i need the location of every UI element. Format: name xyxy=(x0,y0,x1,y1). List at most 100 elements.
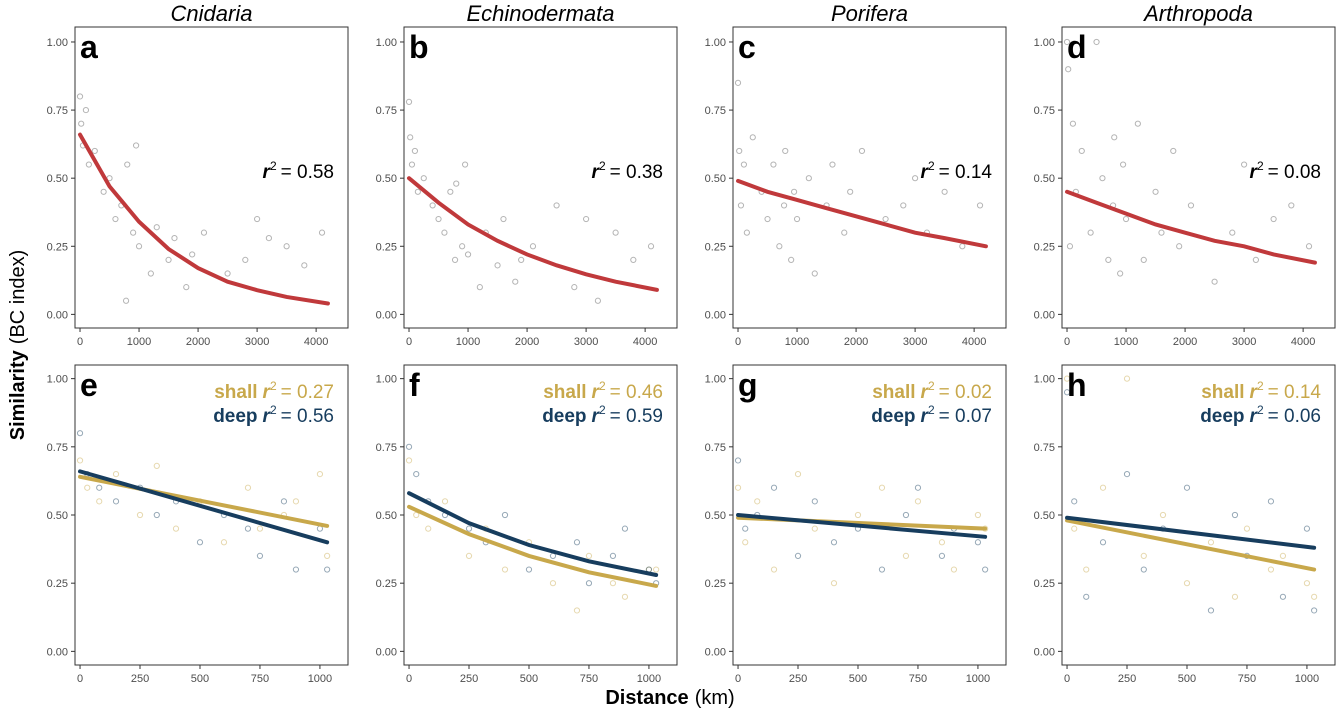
point xyxy=(1099,175,1106,182)
point xyxy=(451,256,459,264)
point xyxy=(742,539,749,546)
point xyxy=(112,470,120,478)
point xyxy=(1071,498,1078,505)
point xyxy=(1267,498,1275,505)
point xyxy=(136,511,144,519)
point xyxy=(1119,161,1127,168)
point xyxy=(501,566,509,573)
r2-value: = 0.06 xyxy=(1268,406,1321,427)
point xyxy=(500,215,507,223)
series-r2-annotation: deep r2 = 0.06 xyxy=(1200,403,1321,427)
x-tick-label: 1000 xyxy=(308,673,332,685)
point xyxy=(941,188,948,195)
x-tick-label: 0 xyxy=(77,336,83,348)
x-axis-label: Distance (km) xyxy=(605,687,734,709)
point xyxy=(736,147,743,155)
x-tick-label: 500 xyxy=(1178,673,1196,685)
point xyxy=(914,498,922,505)
point xyxy=(900,202,907,209)
r2-value: = 0.58 xyxy=(281,162,334,183)
x-tick-label: 0 xyxy=(735,673,741,685)
series-r2-annotation: shall r2 = 0.27 xyxy=(214,379,334,403)
point xyxy=(1243,525,1251,532)
x-tick-label: 750 xyxy=(580,673,598,685)
panel-label: g xyxy=(738,367,758,403)
point xyxy=(621,593,629,600)
point xyxy=(1267,566,1275,573)
point xyxy=(461,161,469,168)
point xyxy=(171,235,178,242)
point xyxy=(1071,525,1078,532)
r2-power: 2 xyxy=(599,403,606,417)
point xyxy=(1134,120,1141,127)
point xyxy=(1252,256,1260,264)
point xyxy=(292,566,300,573)
point xyxy=(854,511,862,519)
point xyxy=(1159,511,1167,519)
point xyxy=(734,484,742,491)
y-tick-label: 0.00 xyxy=(47,309,68,321)
y-tick-label: 0.25 xyxy=(47,241,68,253)
fit-line xyxy=(1065,518,1317,572)
y-tick-label: 0.75 xyxy=(376,442,397,454)
x-tick-label: 0 xyxy=(406,336,412,348)
x-tick-label: 4000 xyxy=(1291,336,1315,348)
point xyxy=(1099,484,1107,491)
point xyxy=(413,511,420,519)
point xyxy=(1140,566,1147,573)
point xyxy=(1083,566,1090,573)
point xyxy=(743,229,750,236)
r2-value: = 0.07 xyxy=(939,406,992,427)
y-tick-label: 0.25 xyxy=(1034,241,1055,253)
point xyxy=(754,498,761,505)
r2-symbol: r xyxy=(263,382,272,403)
x-tick-label: 3000 xyxy=(245,336,269,348)
point xyxy=(324,552,331,560)
x-tick-label: 0 xyxy=(735,336,741,348)
point xyxy=(172,525,180,532)
point xyxy=(1170,147,1177,155)
point xyxy=(841,229,848,236)
point xyxy=(1093,38,1100,46)
point xyxy=(441,498,449,505)
point xyxy=(902,511,910,519)
point xyxy=(318,229,326,236)
y-tick-label: 1.00 xyxy=(705,37,726,49)
y-tick-label: 0.75 xyxy=(1034,442,1055,454)
y-tick-label: 0.75 xyxy=(1034,105,1055,117)
point xyxy=(135,243,143,250)
point xyxy=(878,566,886,573)
point xyxy=(653,566,660,573)
r2-symbol: r xyxy=(921,382,930,403)
point xyxy=(405,457,413,464)
y-label-main: Similarity xyxy=(7,349,29,440)
point xyxy=(244,484,252,491)
plot-border xyxy=(732,364,1007,666)
point xyxy=(974,539,982,546)
point xyxy=(165,256,172,264)
r2-power: 2 xyxy=(928,379,935,393)
point xyxy=(594,297,602,304)
x-tick-label: 0 xyxy=(1064,336,1070,348)
point xyxy=(647,243,655,250)
plot-area xyxy=(75,27,348,328)
x-tick-label: 1000 xyxy=(637,673,661,685)
point xyxy=(788,256,795,264)
point xyxy=(76,430,84,437)
y-tick-label: 1.00 xyxy=(47,37,68,49)
point xyxy=(200,229,208,236)
y-tick-label: 0.25 xyxy=(1034,578,1055,590)
point xyxy=(122,297,130,304)
point xyxy=(829,161,836,168)
plot-border xyxy=(732,26,1007,329)
point xyxy=(132,142,140,149)
r2-power: 2 xyxy=(270,403,277,417)
r2-power: 2 xyxy=(1257,403,1264,417)
y-tick-label: 1.00 xyxy=(705,374,726,386)
point xyxy=(112,498,120,505)
fit-line xyxy=(78,469,330,545)
point xyxy=(405,443,413,450)
legend-name: shall xyxy=(1201,382,1244,403)
panel-title: Cnidaria xyxy=(171,1,253,26)
